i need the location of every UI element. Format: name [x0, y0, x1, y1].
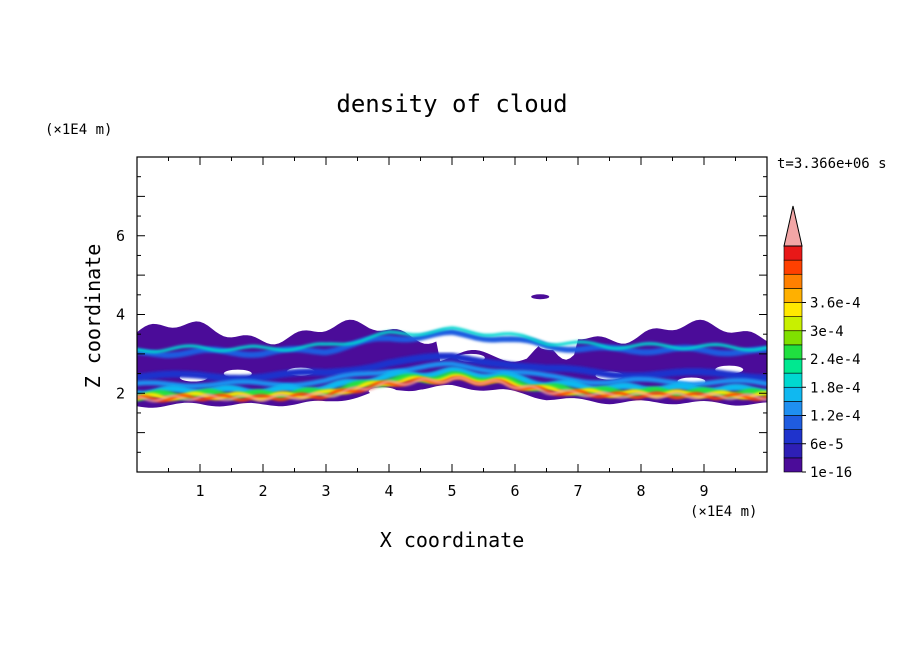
- colorbar-label: 1.8e-4: [810, 380, 861, 396]
- x-tick-label: 2: [258, 482, 267, 500]
- density-band: [137, 376, 767, 403]
- colorbar-swatch: [783, 415, 803, 430]
- colorbar-swatch: [783, 288, 803, 303]
- cloud-gap: [368, 387, 397, 396]
- x-tick-label: 8: [636, 482, 645, 500]
- colorbar-swatch: [783, 386, 803, 402]
- colorbar-label: 3e-4: [810, 324, 844, 340]
- y-axis-label: Z coordinate: [81, 244, 105, 389]
- colorbar-label: 1.2e-4: [810, 409, 861, 425]
- x-tick-label: 9: [699, 482, 708, 500]
- density-band: [137, 352, 767, 382]
- x-tick-label: 3: [321, 482, 330, 500]
- y-tick-label: 2: [116, 384, 125, 402]
- colorbar-label: 1e-16: [810, 465, 852, 481]
- colorbar-swatch: [783, 372, 803, 388]
- y-unit-label: (×1E4 m): [45, 122, 112, 138]
- density-band: [137, 326, 767, 354]
- colorbar-swatch: [783, 358, 803, 374]
- x-tick-label: 6: [510, 482, 519, 500]
- density-band: [137, 328, 767, 359]
- x-tick-label: 7: [573, 482, 582, 500]
- colorbar-label: 6e-5: [810, 437, 844, 453]
- x-tick-label: 1: [195, 482, 204, 500]
- colorbar-swatch: [783, 273, 803, 289]
- density-band: [137, 361, 767, 389]
- colorbar-overflow-arrow: [783, 205, 803, 247]
- chart-title: density of cloud: [336, 90, 567, 118]
- x-unit-label: (×1E4 m): [690, 504, 757, 520]
- x-tick-label: 4: [384, 482, 393, 500]
- colorbar-swatch: [783, 429, 803, 445]
- y-tick-label: 6: [116, 227, 125, 245]
- plot-frame: [136, 156, 768, 473]
- colorbar-label: 3.6e-4: [810, 296, 861, 312]
- colorbar-swatch: [783, 302, 803, 317]
- colorbar-swatch: [783, 401, 803, 416]
- colorbar-swatch: [783, 443, 803, 459]
- cloud-patch: [531, 294, 550, 300]
- colorbar-label: 2.4e-4: [810, 352, 861, 368]
- colorbar-swatch: [783, 259, 803, 275]
- x-axis-label: X coordinate: [380, 528, 525, 552]
- colorbar: 1e-16 6e-5 1.2e-4 1.8e-4 2.4e-4 3e-4 3.6e-4: [783, 205, 861, 481]
- cloud-gap: [412, 389, 441, 398]
- colorbar-swatch: [783, 245, 803, 261]
- colorbar-swatch: [783, 330, 803, 346]
- colorbar-swatch: [783, 344, 803, 360]
- y-tick-label: 4: [116, 306, 125, 324]
- heatmap-field: [137, 294, 767, 408]
- time-label: t=3.366e+06 s: [777, 156, 887, 172]
- colorbar-swatch: [783, 316, 803, 332]
- x-tick-label: 5: [447, 482, 456, 500]
- colorbar-swatch: [783, 457, 803, 473]
- axis-ticks: 1 2 3 4 5 6 7 8 9 2 4 6: [116, 156, 768, 500]
